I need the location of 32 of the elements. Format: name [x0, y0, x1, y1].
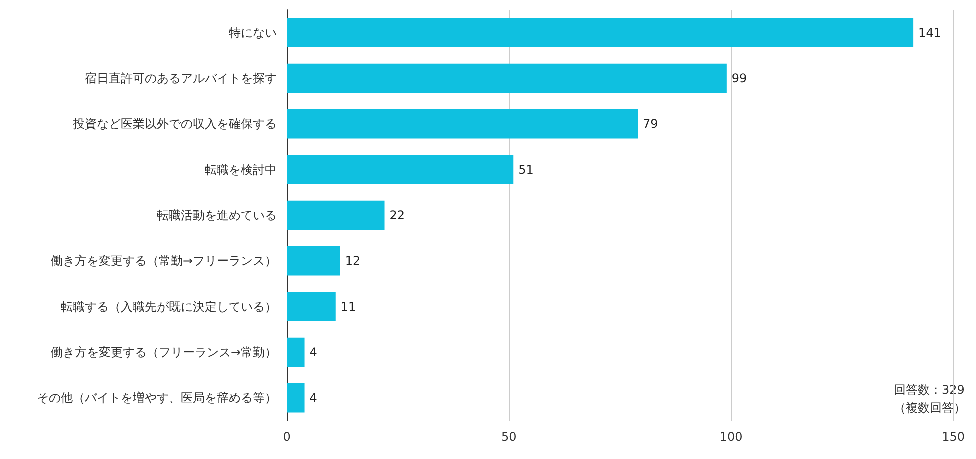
bar [287, 200, 385, 230]
y-tick-label: 働き方を変更する（常勤→フリーランス） [50, 254, 277, 268]
y-tick-label: 働き方を変更する（フリーランス→常勤） [50, 346, 277, 360]
bar [287, 110, 638, 139]
y-tick-label: 宿日直許可のあるアルバイトを探す [85, 72, 277, 86]
data-label: 4 [310, 391, 318, 406]
bar [287, 18, 914, 48]
y-tick-label: 転職活動を進めている [157, 208, 277, 222]
bar [287, 338, 305, 368]
y-tick-label: 転職を検討中 [205, 162, 277, 177]
y-tick-label: 特にない [229, 26, 277, 40]
bar [287, 292, 336, 322]
bar [287, 384, 305, 413]
x-tick-label: 0 [283, 430, 291, 444]
x-tick-label: 150 [942, 430, 965, 444]
data-label: 4 [310, 346, 318, 360]
data-label: 22 [390, 208, 406, 222]
y-tick-label: 投資など医業以外での収入を確保する [72, 117, 277, 132]
data-label: 99 [732, 72, 748, 86]
x-tick-label: 50 [502, 430, 517, 444]
data-label: 11 [340, 300, 356, 314]
data-label: 12 [345, 254, 361, 268]
bar [287, 246, 340, 276]
bar [287, 64, 727, 94]
x-tick-label: 100 [720, 430, 743, 444]
data-label: 79 [643, 117, 658, 132]
bar [287, 155, 514, 184]
annotation: （複数回答） [894, 401, 966, 415]
data-label: 141 [918, 26, 942, 40]
data-label: 51 [518, 162, 534, 177]
y-tick-label: 転職する（入職先が既に決定している） [61, 300, 277, 314]
y-tick-label: その他（バイトを増やす、医局を辞める等） [37, 391, 277, 406]
